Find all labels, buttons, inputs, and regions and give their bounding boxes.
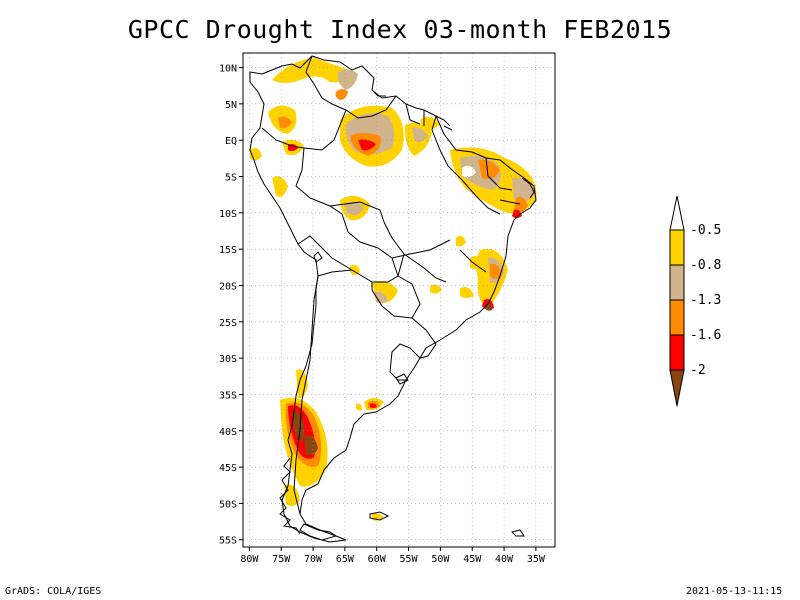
amazon-delta <box>435 115 453 131</box>
lon-tick-label: 40W <box>495 554 514 565</box>
border-brazil-internal <box>391 129 501 259</box>
region-patagonia-brown <box>292 411 305 442</box>
legend-label-5: -2 <box>690 363 706 378</box>
lat-tick-label: 20S <box>219 281 237 292</box>
footer-timestamp: 2021-05-13-11:15 <box>686 586 783 597</box>
region-pampas-red <box>370 403 377 408</box>
region-se-brazil-orange <box>490 263 502 279</box>
lon-tick-label: 45W <box>463 554 482 565</box>
lat-axis: 10N 5N EQ 5S 10S 15S 20S 25S 30S 35S 40S 45S 50S 55S <box>219 64 243 547</box>
border-ne-states <box>485 157 521 205</box>
lat-tick-label: 15S <box>219 245 237 256</box>
lat-tick-label: 10N <box>219 64 237 75</box>
tierra-del-fuego <box>299 523 338 541</box>
lon-tick-label: 65W <box>336 554 355 565</box>
border-uruguay <box>389 343 421 381</box>
region-bolivia-tan <box>344 201 364 216</box>
lon-tick-label: 80W <box>240 554 259 565</box>
region-ne-brazil-yellow2 <box>462 165 476 178</box>
border-colombia-venezuela <box>305 55 347 111</box>
legend-label-3: -1.3 <box>690 293 721 308</box>
grid-lines <box>243 53 555 547</box>
lat-tick-label: 45S <box>219 463 237 474</box>
region-ne-east-orange <box>514 197 528 213</box>
chile-fjords <box>279 457 301 535</box>
region-venezuela-tan <box>337 69 358 90</box>
region-south-yellow <box>460 287 474 298</box>
lat-tick-label: 35S <box>219 390 237 401</box>
lat-tick-label: EQ <box>225 136 237 147</box>
lon-axis: 80W 75W 70W 65W 60W 55W 50W 45W 40W 35W <box>240 547 546 565</box>
region-amazon-tan2 <box>412 127 428 143</box>
falklands <box>369 511 390 521</box>
lake-titicaca <box>313 251 323 263</box>
plot-area <box>242 52 556 548</box>
region-peru-yellow <box>272 176 288 197</box>
legend-label-2: -0.8 <box>690 258 721 273</box>
small-island <box>511 529 525 537</box>
orinoco <box>371 89 386 97</box>
colorbar-legend: -0.5 -0.8 -1.3 -1.6 -2 <box>669 195 721 407</box>
lat-tick-label: 5N <box>225 100 237 111</box>
border-peru-brazil <box>295 147 343 215</box>
lat-tick-label: 50S <box>219 499 237 510</box>
legend-bottom-arrow <box>669 369 685 407</box>
legend-swatch-1 <box>669 229 685 266</box>
lon-tick-label: 50W <box>431 554 450 565</box>
region-chile-yellow <box>296 369 308 399</box>
lon-tick-label: 60W <box>368 554 387 565</box>
legend-top-arrow <box>669 195 685 231</box>
drought-regions <box>250 58 537 521</box>
legend-swatch-4 <box>669 334 685 371</box>
region-ne-east-red <box>512 209 522 218</box>
region-goias-yellow <box>456 235 466 247</box>
lat-tick-label: 25S <box>219 318 237 329</box>
region-paraguay-tan <box>374 291 388 304</box>
lat-tick-label: 10S <box>219 209 237 220</box>
border-bolivia <box>297 213 399 283</box>
footer-credit: GrADS: COLA/IGES <box>5 586 102 597</box>
legend-swatch-3 <box>669 299 685 336</box>
lat-tick-label: 5S <box>225 173 237 184</box>
region-patagonia-brown2 <box>304 435 318 456</box>
border-argentina-north <box>317 269 437 359</box>
south-america-outline <box>249 55 537 543</box>
lat-tick-label: 55S <box>219 536 237 547</box>
lon-tick-label: 55W <box>400 554 419 565</box>
lat-tick-label: 40S <box>219 427 237 438</box>
border-argentina-chile <box>293 275 319 515</box>
border-venezuela-brazil <box>345 95 397 119</box>
region-minas-yellow <box>470 256 484 270</box>
legend-label-4: -1.6 <box>690 328 721 343</box>
lat-tick-label: 30S <box>219 354 237 365</box>
legend-label-1: -0.5 <box>690 223 721 238</box>
region-parana-yellow <box>430 284 442 294</box>
border-brazil-states <box>403 249 487 283</box>
coastline <box>249 55 537 543</box>
map-title: GPCC Drought Index 03-month FEB2015 <box>127 15 673 44</box>
region-buenos-yellow <box>356 403 362 411</box>
border-paraguay <box>371 275 421 319</box>
ne-coast-detail <box>521 177 535 199</box>
lon-tick-label: 35W <box>527 554 546 565</box>
lagoon <box>395 373 409 385</box>
region-ne-brazil-orange <box>478 159 500 179</box>
lon-tick-label: 70W <box>304 554 323 565</box>
lon-tick-label: 75W <box>272 554 291 565</box>
border-guianas <box>405 103 437 131</box>
legend-swatch-2 <box>669 264 685 301</box>
region-chaco-yellow <box>350 264 360 275</box>
region-amazon-red <box>358 139 376 151</box>
